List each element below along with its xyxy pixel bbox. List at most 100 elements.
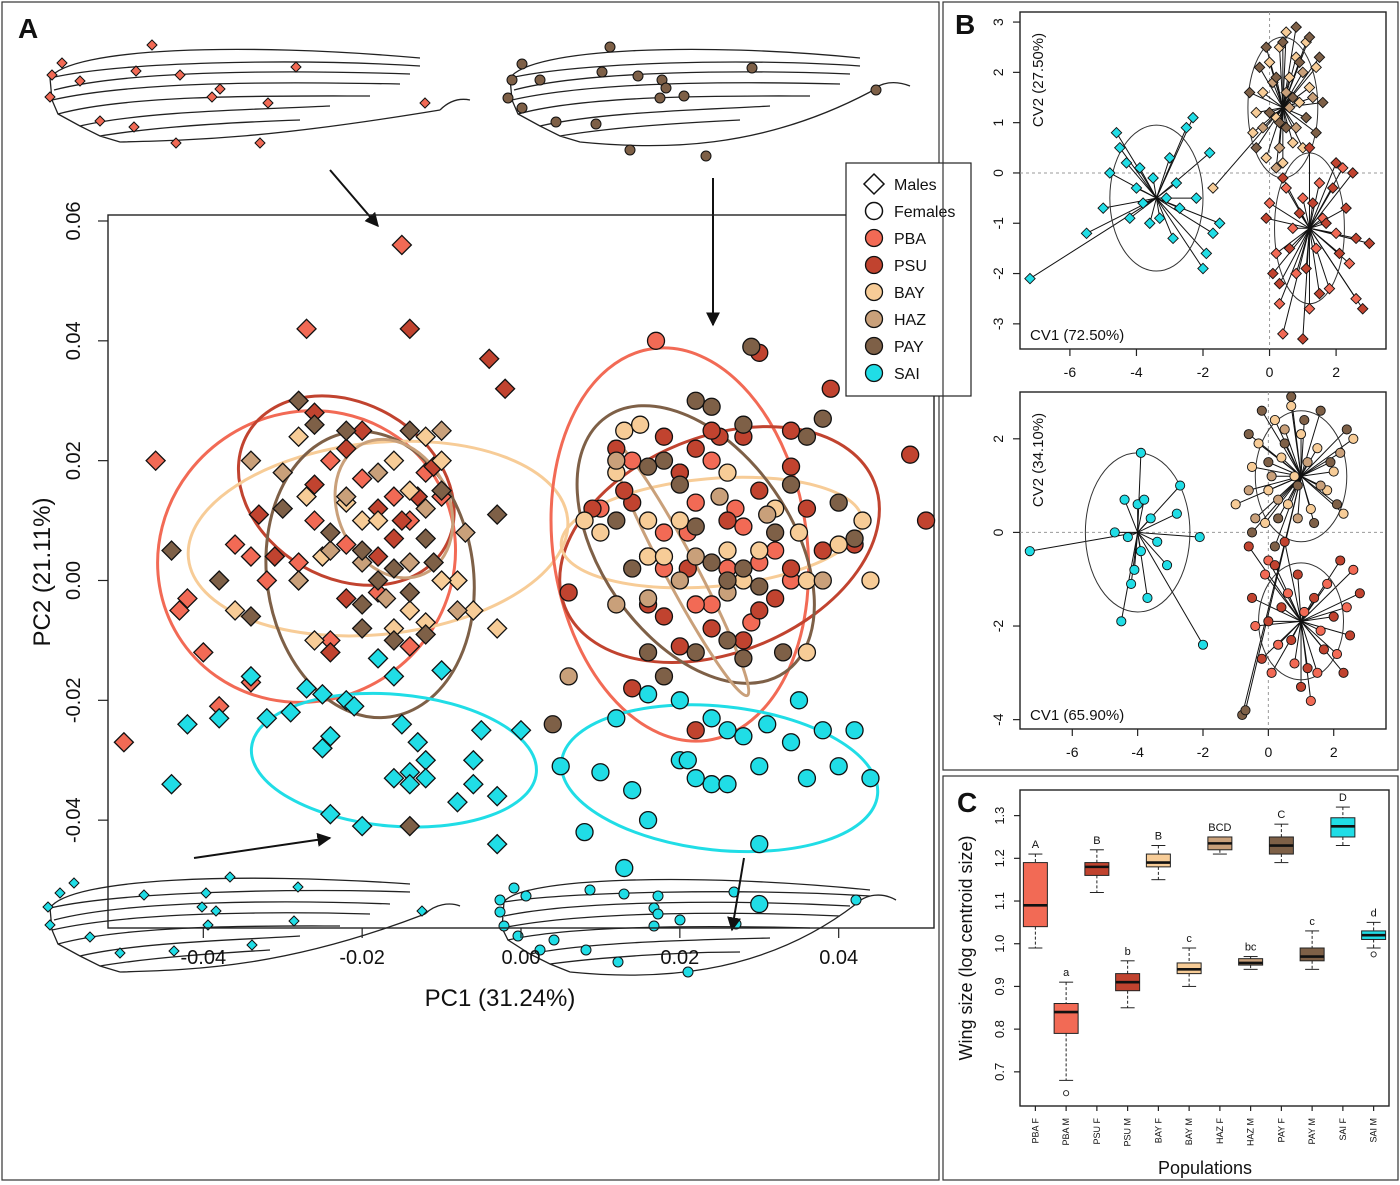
point-female-sai [623,781,642,800]
cva-point-sai [1160,192,1173,204]
cva-point-haz [1257,121,1269,134]
point-female-haz [758,505,777,524]
cva-point-sai [1109,527,1120,538]
wing-landmarks [502,41,882,162]
cva-ray-psu [1302,228,1310,339]
cva-y-tick-label: 0 [990,169,1006,177]
point-male-pba [383,486,405,508]
point-male-pay [240,606,262,627]
point-male-haz [375,588,397,609]
cva-point-bay [1263,56,1276,69]
point-female-pay [750,577,769,596]
legend-swatch-pay [864,336,884,356]
point-female-sai [686,769,705,788]
point-male-bay [462,600,484,621]
point-male-psu [335,438,357,460]
cva-point-psu [1293,207,1306,220]
point-male-bay [304,629,325,651]
cva-point-sai [1153,212,1166,225]
cva-ray-pay [1300,420,1305,477]
cva-point-sai [1200,247,1213,260]
cva-point-haz [1302,457,1313,468]
cva-point-psu [1340,202,1352,215]
point-female-pay [718,631,737,650]
cva-ray-pay [1300,429,1348,477]
boxplot-box [1019,789,1390,1107]
cva-ray-sai [1029,197,1157,280]
point-female-sai [551,757,570,776]
box-x-tick-label: PSU F [1092,1118,1102,1145]
panel-a-letter: A [18,13,38,44]
cva-point-bay [1338,508,1349,519]
point-male-psu [367,546,389,567]
cva-ray-psu [1261,620,1302,660]
point-male-pay [351,618,373,639]
cva-point-pay [1250,141,1263,154]
point-female-psu [615,481,634,500]
point-male-pay [399,582,421,603]
cva-point-psu [1295,681,1307,692]
cva-point-pay [1303,31,1316,43]
box-group-letter: b [1125,946,1131,958]
point-male-haz [431,420,452,442]
point-female-sai [750,834,769,854]
cva-point-pba [1303,302,1316,315]
cva-point-psu [1356,302,1369,315]
cva-point-sai [1024,272,1036,285]
legend-circle-icon [864,201,884,221]
point-female-psu [750,481,769,500]
point-female-pay [797,427,817,446]
cva-point-psu [1335,555,1346,566]
cva-point-haz [1266,471,1277,482]
point-male-sai [383,665,405,687]
cva-point-sai [1097,202,1110,215]
cva-point-haz [1279,424,1290,435]
cva-y-tick-label: -1 [990,217,1006,230]
cva-x-tick-label: -2 [1197,364,1210,380]
cva-point-bay [1305,503,1316,515]
cva-point-pba [1323,282,1336,295]
box-x-tick-label: HAZ F [1215,1117,1225,1144]
point-male-psu [264,546,286,567]
cva-ray-psu [1300,620,1351,636]
cva-point-pay [1263,106,1276,119]
point-female-pay [813,409,832,428]
cva-point-haz [1243,485,1254,496]
point-male-pay [383,558,405,579]
cva-y-tick-label: -2 [990,620,1006,633]
point-male-psu [248,504,270,525]
box-group-letter: BCD [1208,822,1231,834]
panel-c: C 0.7 0.8 0.9 1.0 1.1 1.2 1.3 A PBA F a PBA M B PSU … [942,775,1399,1181]
cva-point-pay [1243,86,1256,99]
cva-point-haz [1292,513,1303,524]
cva-point-sai [1129,564,1140,575]
pca-x-tick-label: 0.02 [660,947,699,969]
cva-point-bay [1293,96,1306,109]
cva-point-psu [1246,592,1258,603]
cva-point-sai [1104,167,1116,179]
point-female-psu [781,457,801,476]
wing-size-boxplot: 0.7 0.8 0.9 1.0 1.1 1.2 1.3 A PBA F a PBA M B PSU F b… [956,789,1390,1178]
cva-ray-psu [1300,592,1361,622]
point-female-pay [654,451,674,470]
point-male-bay [224,600,246,621]
point-female-psu [670,637,689,656]
point-female-pay [702,553,721,572]
cva-point-pba [1350,292,1362,305]
cva-point-bay [1277,157,1289,169]
cva-ray-haz [1300,452,1341,477]
cva-point-pay [1309,518,1320,529]
cva-point-bay [1247,126,1259,139]
point-female-pay [638,457,658,476]
cva-point-sai [1162,560,1173,571]
pca-y-tick-label: 0.00 [63,561,85,600]
panel-b-letter: B [955,9,975,40]
cva-point-sai [1152,536,1163,547]
box-y-tick-label: 1.0 [992,935,1007,953]
cva-point-sai [1163,152,1176,164]
cva-point-sai [1116,616,1127,627]
cva-y-tick-label: 0 [990,528,1006,536]
cva-point-pay [1290,21,1302,33]
point-male-sai [383,767,405,789]
point-female-pay [829,493,848,512]
